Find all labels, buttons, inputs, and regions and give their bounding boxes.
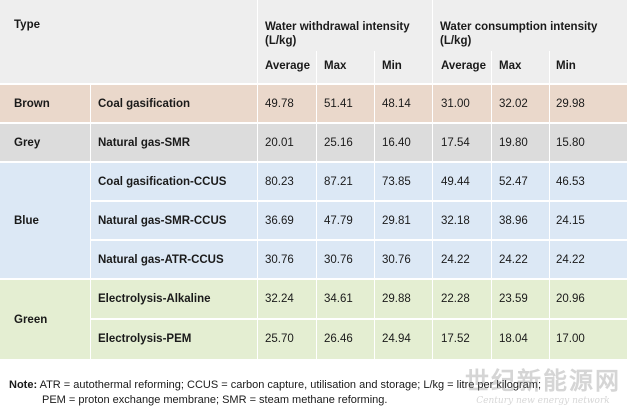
column-divider: [374, 51, 375, 359]
table-header: Type Water withdrawal intensity (L/kg) W…: [0, 0, 627, 84]
withdrawal-header: Water withdrawal intensity (L/kg): [265, 21, 410, 47]
process-label: Coal gasification-CCUS: [98, 176, 227, 188]
row-divider: [0, 83, 627, 85]
process-label: Coal gasification: [98, 98, 191, 110]
value-cell: 51.41: [324, 98, 353, 110]
column-divider: [432, 0, 433, 359]
type-label: Green: [14, 314, 48, 326]
row-divider: [90, 200, 627, 202]
value-cell: 15.80: [556, 137, 585, 149]
column-divider: [491, 51, 492, 359]
value-cell: 17.52: [441, 333, 470, 345]
type-label: Blue: [14, 215, 39, 227]
col-header-avg-withdrawal: Average: [265, 60, 310, 72]
value-cell: 29.88: [382, 293, 411, 305]
value-cell: 32.02: [499, 98, 528, 110]
value-cell: 22.28: [441, 293, 470, 305]
table-row: Natural gas-ATR-CCUS 30.76 30.76 30.76 2…: [0, 240, 627, 279]
value-cell: 24.22: [441, 254, 470, 266]
value-cell: 20.96: [556, 293, 585, 305]
value-cell: 38.96: [499, 215, 528, 227]
value-cell: 52.47: [499, 176, 528, 188]
value-cell: 24.22: [556, 254, 585, 266]
column-divider: [316, 51, 317, 359]
table-row: Electrolysis-PEM 25.70 26.46 24.94 17.52…: [0, 319, 627, 359]
value-cell: 16.40: [382, 137, 411, 149]
group-blue: Blue: [0, 162, 627, 279]
value-cell: 46.53: [556, 176, 585, 188]
value-cell: 30.76: [324, 254, 353, 266]
col-header-max-withdrawal: Max: [324, 60, 347, 72]
value-cell: 24.15: [556, 215, 585, 227]
process-label: Electrolysis-Alkaline: [98, 293, 211, 305]
value-cell: 87.21: [324, 176, 353, 188]
value-cell: 31.00: [441, 98, 470, 110]
note-label: Note:: [9, 379, 38, 391]
value-cell: 30.76: [382, 254, 411, 266]
row-divider: [90, 239, 627, 241]
column-divider: [549, 51, 550, 359]
row-divider: [0, 122, 627, 124]
note-line-2: PEM = proton exchange membrane; SMR = st…: [42, 394, 388, 406]
col-header-avg-consumption: Average: [441, 60, 486, 72]
value-cell: 73.85: [382, 176, 411, 188]
value-cell: 34.61: [324, 293, 353, 305]
value-cell: 49.44: [441, 176, 470, 188]
col-header-min-consumption: Min: [556, 60, 576, 72]
table-row: Coal gasification 49.78 51.41 48.14 31.0…: [0, 84, 627, 123]
process-label: Natural gas-ATR-CCUS: [98, 254, 224, 266]
table-note: Note: ATR = autothermal reforming; CCUS …: [9, 378, 541, 408]
value-cell: 24.22: [499, 254, 528, 266]
process-label: Natural gas-SMR-CCUS: [98, 215, 227, 227]
row-divider: [90, 318, 627, 320]
watermark-subtitle: Century new energy network: [476, 396, 610, 406]
value-cell: 17.54: [441, 137, 470, 149]
row-divider: [0, 278, 627, 280]
value-cell: 25.70: [265, 333, 294, 345]
value-cell: 49.78: [265, 98, 294, 110]
value-cell: 80.23: [265, 176, 294, 188]
col-header-min-withdrawal: Min: [382, 60, 402, 72]
watermark-logo-text: 世纪新能源网: [465, 366, 621, 395]
value-cell: 29.81: [382, 215, 411, 227]
type-label: Grey: [14, 137, 41, 149]
value-cell: 17.00: [556, 333, 585, 345]
consumption-header: Water consumption intensity (L/kg): [440, 21, 598, 47]
type-label: Brown: [14, 98, 50, 110]
group-grey: Grey: [0, 123, 627, 162]
table-row: Coal gasification-CCUS 80.23 87.21 73.85…: [0, 162, 627, 201]
value-cell: 32.24: [265, 293, 294, 305]
table-row: Electrolysis-Alkaline 32.24 34.61 29.88 …: [0, 279, 627, 319]
value-cell: 48.14: [382, 98, 411, 110]
type-header: Type: [14, 19, 40, 31]
value-cell: 18.04: [499, 333, 528, 345]
column-divider: [90, 84, 91, 359]
value-cell: 19.80: [499, 137, 528, 149]
value-cell: 32.18: [441, 215, 470, 227]
value-cell: 29.98: [556, 98, 585, 110]
table-row: Natural gas-SMR-CCUS 36.69 47.79 29.81 3…: [0, 201, 627, 240]
value-cell: 25.16: [324, 137, 353, 149]
group-brown: Brown: [0, 84, 627, 123]
value-cell: 20.01: [265, 137, 294, 149]
process-label: Natural gas-SMR: [98, 137, 191, 149]
value-cell: 36.69: [265, 215, 294, 227]
col-header-max-consumption: Max: [499, 60, 522, 72]
value-cell: 47.79: [324, 215, 353, 227]
value-cell: 24.94: [382, 333, 411, 345]
value-cell: 30.76: [265, 254, 294, 266]
table-row: Natural gas-SMR 20.01 25.16 16.40 17.54 …: [0, 123, 627, 162]
value-cell: 23.59: [499, 293, 528, 305]
column-divider: [257, 0, 258, 359]
note-line-1: ATR = autothermal reforming; CCUS = carb…: [39, 379, 542, 391]
watermark-logo: 世纪新能源网 Century new energy network: [465, 361, 621, 406]
value-cell: 26.46: [324, 333, 353, 345]
row-divider: [0, 161, 627, 163]
process-label: Electrolysis-PEM: [98, 333, 192, 345]
